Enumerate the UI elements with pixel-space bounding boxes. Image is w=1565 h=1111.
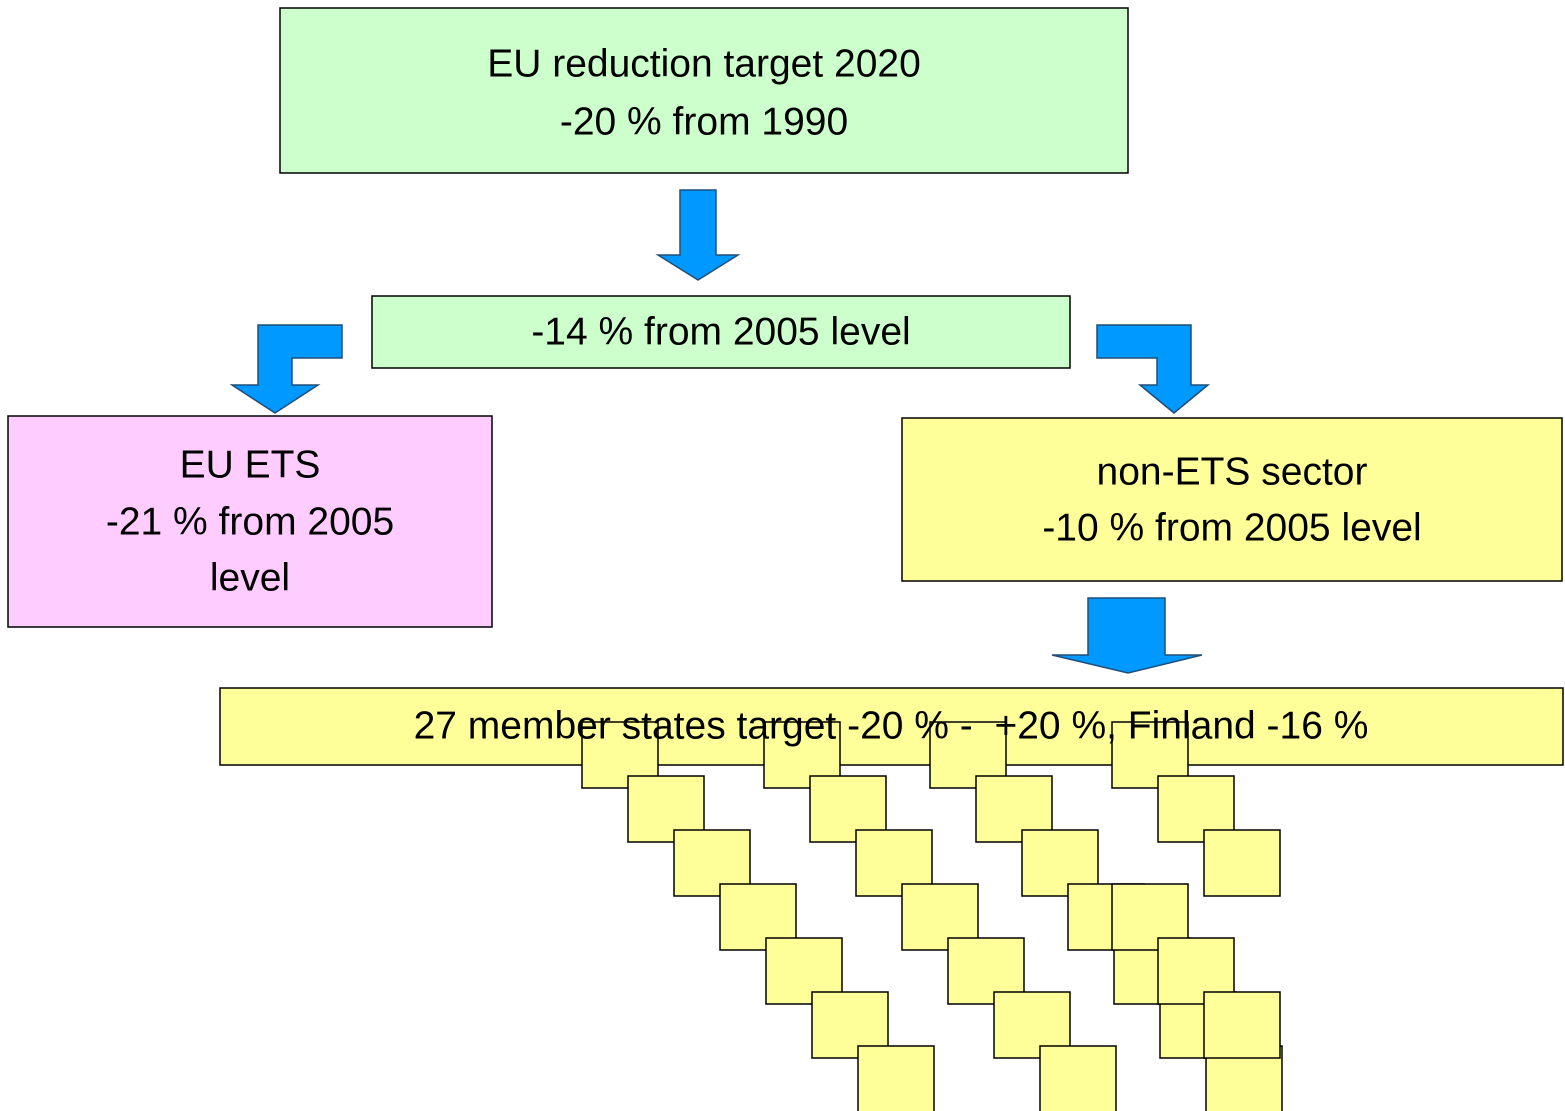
node-text: -20 % from 1990 [560,100,848,143]
member-state-square [1203,991,1281,1059]
member-states-box [219,687,1564,766]
non-ets-box [901,417,1563,582]
member-state-square [1203,829,1281,897]
arrow-right [1096,324,1211,414]
member-state-square [857,1045,935,1111]
member-state-squares [581,721,1283,1111]
arrow-left [229,324,343,414]
node-text: -14 % from 2005 level [531,310,910,353]
arrow-down-2 [1051,597,1203,674]
ets-box [7,415,493,628]
node-text: EU ETS [180,443,321,486]
node-text: level [210,556,290,599]
node-text: non-ETS sector [1097,450,1368,493]
arrow-down [655,189,741,281]
node-text: 27 member states target -20 % - +20 %, F… [414,704,1369,747]
node-text: -10 % from 2005 level [1042,506,1421,549]
member-state-square [1039,1045,1117,1111]
middle-box [371,295,1071,369]
node-text: -21 % from 2005 [106,500,394,543]
top-box [279,7,1129,174]
node-text: EU reduction target 2020 [487,42,921,85]
